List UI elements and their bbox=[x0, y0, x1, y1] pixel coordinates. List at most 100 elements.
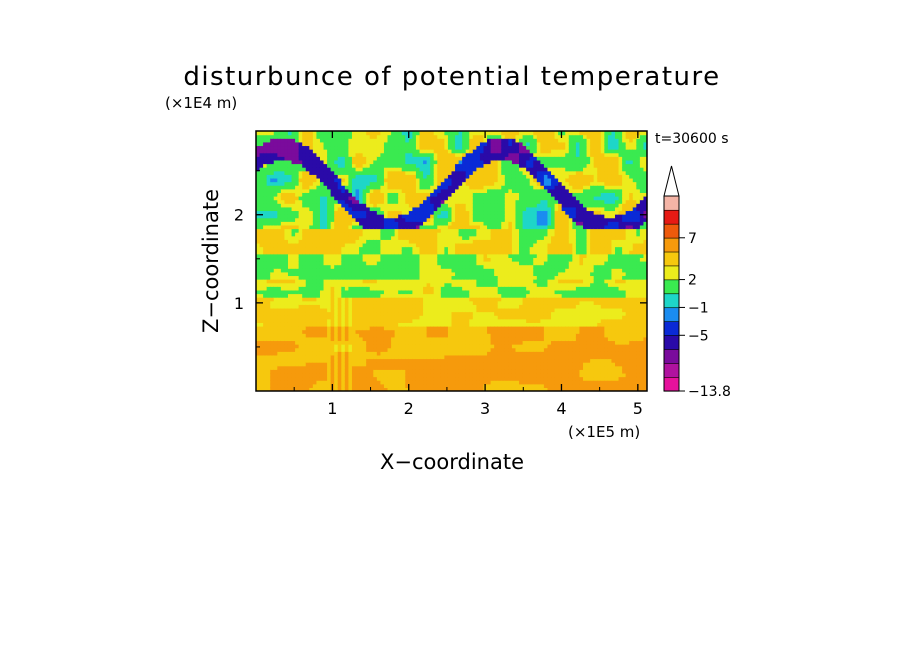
field-cell bbox=[437, 286, 442, 291]
field-cell bbox=[487, 149, 492, 154]
field-cell bbox=[447, 210, 453, 215]
field-cell bbox=[376, 376, 381, 381]
field-cell bbox=[355, 217, 360, 222]
field-cell bbox=[376, 264, 381, 269]
field-cell bbox=[380, 311, 385, 316]
field-cell bbox=[376, 300, 381, 305]
field-cell bbox=[270, 188, 275, 193]
field-cell bbox=[309, 264, 314, 269]
field-cell bbox=[426, 354, 431, 360]
field-cell bbox=[273, 358, 278, 363]
field-cell bbox=[426, 257, 431, 262]
field-cell bbox=[490, 188, 495, 193]
field-cell bbox=[383, 340, 389, 345]
field-cell bbox=[479, 188, 485, 193]
field-cell bbox=[405, 380, 410, 385]
field-cell bbox=[497, 138, 502, 143]
field-cell bbox=[462, 177, 467, 183]
field-cell bbox=[405, 315, 410, 320]
field-cell bbox=[359, 192, 364, 197]
field-cell bbox=[351, 174, 357, 179]
field-cell bbox=[408, 329, 413, 334]
field-cell bbox=[483, 362, 488, 367]
field-cell bbox=[323, 354, 328, 360]
field-cell bbox=[266, 152, 271, 157]
field-cell bbox=[319, 138, 325, 143]
field-cell bbox=[380, 318, 385, 323]
field-cell bbox=[444, 347, 449, 352]
field-cell bbox=[487, 380, 492, 385]
field-cell bbox=[277, 297, 282, 302]
field-cell bbox=[472, 167, 477, 172]
field-cell bbox=[458, 307, 463, 313]
field-cell bbox=[494, 145, 499, 150]
field-cell bbox=[380, 264, 385, 269]
field-cell bbox=[487, 181, 492, 186]
field-cell bbox=[369, 279, 374, 284]
field-cell bbox=[387, 149, 392, 154]
field-cell bbox=[302, 279, 307, 284]
field-cell bbox=[447, 336, 453, 342]
field-cell bbox=[447, 199, 453, 204]
field-cell bbox=[451, 387, 456, 391]
field-cell bbox=[423, 293, 428, 298]
field-cell bbox=[263, 369, 268, 374]
field-cell bbox=[341, 239, 346, 244]
field-cell bbox=[341, 344, 346, 349]
field-cell bbox=[426, 304, 431, 309]
field-cell bbox=[380, 228, 385, 233]
field-cell bbox=[391, 297, 396, 302]
field-cell bbox=[415, 387, 421, 391]
field-cell bbox=[284, 293, 289, 298]
field-cell bbox=[487, 282, 492, 287]
field-cell bbox=[302, 232, 307, 237]
field-cell bbox=[465, 372, 470, 378]
field-cell bbox=[440, 376, 445, 381]
field-cell bbox=[266, 376, 271, 381]
field-cell bbox=[465, 264, 470, 269]
field-cell bbox=[295, 279, 300, 284]
field-cell bbox=[412, 134, 417, 139]
field-cell bbox=[437, 203, 442, 208]
field-cell bbox=[447, 192, 453, 197]
field-cell bbox=[287, 156, 293, 161]
field-cell bbox=[334, 340, 339, 345]
field-cell bbox=[408, 235, 413, 240]
field-cell bbox=[394, 354, 399, 360]
field-cell bbox=[287, 307, 293, 313]
field-cell bbox=[351, 152, 357, 157]
field-cell bbox=[256, 275, 261, 280]
field-cell bbox=[408, 347, 413, 352]
field-cell bbox=[287, 300, 293, 305]
field-cell bbox=[273, 141, 278, 147]
field-cell bbox=[362, 167, 367, 172]
field-cell bbox=[401, 141, 406, 147]
field-cell bbox=[259, 131, 264, 136]
field-cell bbox=[337, 369, 342, 374]
field-cell bbox=[309, 293, 314, 298]
field-cell bbox=[302, 242, 307, 248]
field-cell bbox=[380, 163, 385, 168]
field-cell bbox=[334, 297, 339, 302]
field-cell bbox=[273, 138, 278, 143]
field-cell bbox=[323, 372, 328, 378]
field-cell bbox=[401, 271, 406, 277]
field-cell bbox=[419, 340, 424, 345]
field-cell bbox=[266, 362, 271, 367]
field-cell bbox=[351, 351, 357, 356]
field-cell bbox=[455, 138, 460, 143]
field-cell bbox=[391, 242, 396, 248]
field-cell bbox=[401, 214, 406, 219]
field-cell bbox=[387, 286, 392, 291]
field-cell bbox=[487, 362, 492, 367]
field-cell bbox=[401, 326, 406, 331]
field-cell bbox=[266, 354, 271, 360]
field-cell bbox=[433, 380, 438, 385]
field-cell bbox=[319, 188, 325, 193]
field-cell bbox=[465, 383, 470, 388]
field-cell bbox=[277, 246, 282, 251]
field-cell bbox=[309, 318, 314, 323]
field-cell bbox=[284, 347, 289, 352]
field-cell bbox=[440, 174, 445, 179]
